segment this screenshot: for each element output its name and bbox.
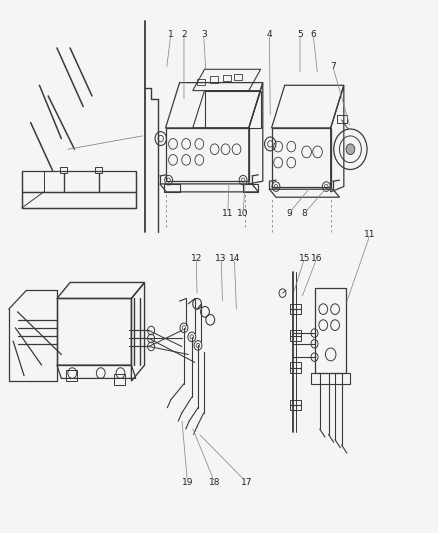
Text: 13: 13 [215,254,227,263]
Text: 19: 19 [182,478,193,487]
Bar [290,330,301,341]
Text: 5: 5 [297,30,303,39]
Text: 6: 6 [310,30,316,39]
Bar [197,79,205,85]
Text: 1: 1 [168,30,174,39]
Text: 11: 11 [364,230,376,239]
Text: 15: 15 [299,254,310,263]
Text: 11: 11 [222,209,233,217]
Bar [290,362,301,373]
Circle shape [346,144,355,155]
Bar [290,400,301,410]
Text: 2: 2 [181,30,187,39]
Text: 16: 16 [311,254,322,263]
Bar [337,115,347,123]
Bar [66,370,77,381]
Text: 4: 4 [267,30,272,39]
Bar [210,76,218,83]
Text: 3: 3 [201,30,207,39]
Text: 17: 17 [241,478,252,487]
Bar [114,374,125,385]
Text: 7: 7 [330,62,336,71]
Bar [95,167,102,173]
Text: 9: 9 [286,209,292,217]
Text: 10: 10 [237,209,249,217]
Text: 8: 8 [301,209,307,217]
Text: 12: 12 [191,254,202,263]
Text: 14: 14 [229,254,240,263]
Bar [223,75,231,81]
Bar [60,167,67,173]
Bar [234,74,242,80]
Bar [290,304,301,314]
Text: 18: 18 [209,478,220,487]
